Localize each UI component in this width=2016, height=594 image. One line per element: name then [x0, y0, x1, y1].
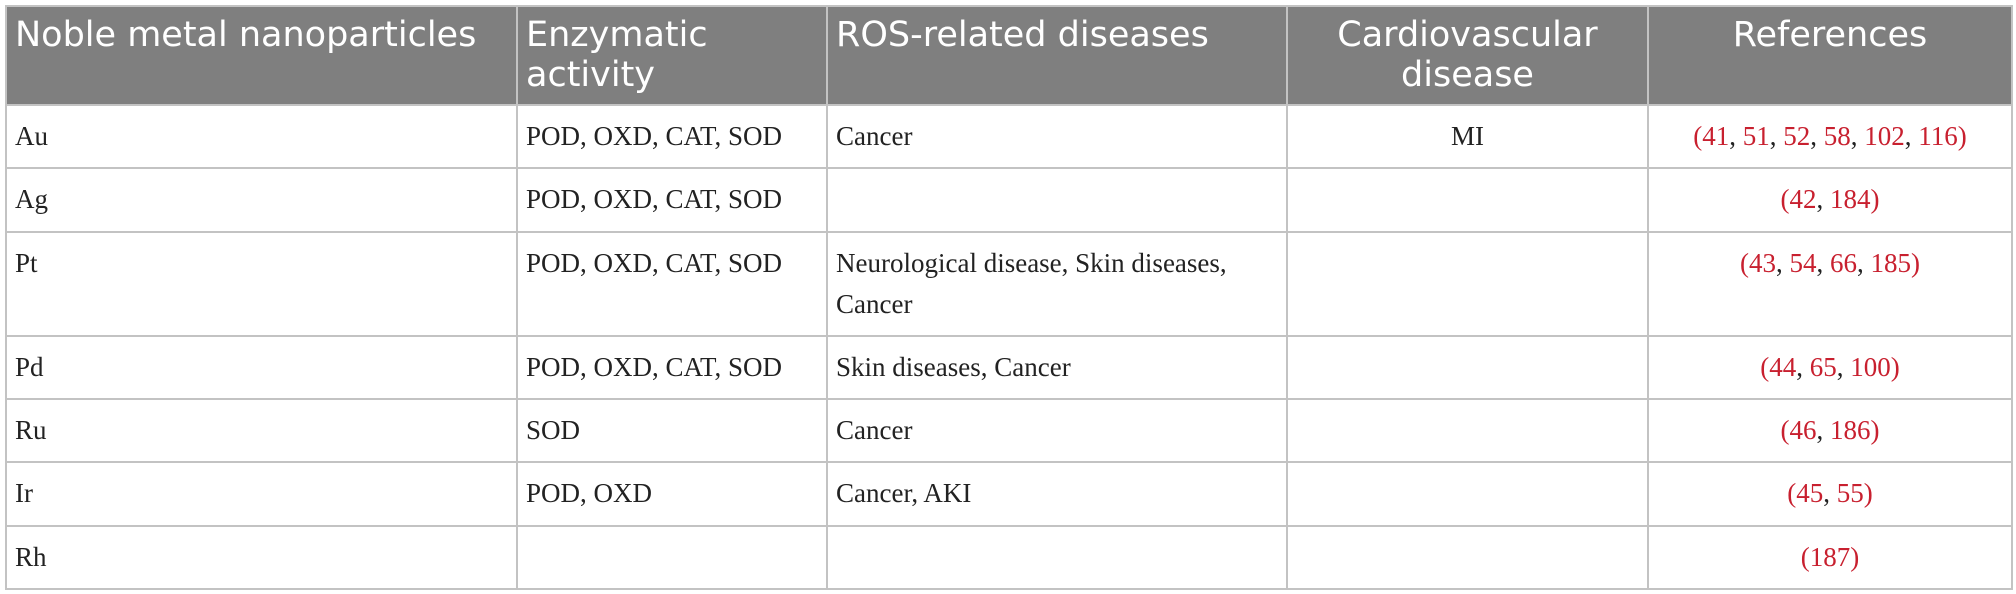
table-row: Pt POD, OXD, CAT, SOD Neurological disease… — [5, 230, 2013, 337]
reference-link[interactable]: 42 — [1789, 184, 1817, 215]
cell-ros-disease — [826, 167, 1288, 233]
cell-metal: Ir — [5, 461, 518, 527]
ref-close-paren: ) — [1870, 184, 1880, 215]
cell-ros-disease: Neurological disease, Skin diseases, Can… — [826, 230, 1288, 337]
reference-link[interactable]: 102 — [1864, 121, 1905, 151]
reference-link[interactable]: 52 — [1783, 121, 1811, 151]
cell-ros-disease: Cancer, AKI — [826, 461, 1288, 527]
cell-references: (46, 186) — [1647, 398, 2013, 464]
table-header: Noble metal nanoparticles Enzymatic acti… — [5, 5, 2013, 106]
cell-references: (42, 184) — [1647, 167, 2013, 233]
cell-activity: POD, OXD — [516, 461, 828, 527]
reference-link[interactable]: 184 — [1830, 184, 1871, 215]
reference-link[interactable]: 55 — [1836, 478, 1864, 509]
reference-link[interactable]: 46 — [1789, 415, 1817, 446]
header-row: Noble metal nanoparticles Enzymatic acti… — [5, 5, 2013, 106]
cell-activity: POD, OXD, CAT, SOD — [516, 167, 828, 233]
cell-metal: Au — [5, 103, 518, 170]
cell-cardiovascular — [1286, 398, 1649, 464]
cell-activity: POD, OXD, CAT, SOD — [516, 334, 828, 401]
cell-cardiovascular — [1286, 167, 1649, 233]
reference-link[interactable]: 100 — [1850, 351, 1891, 382]
reference-link[interactable]: 186 — [1830, 415, 1871, 446]
col-header-refs: References — [1647, 5, 2013, 106]
ref-close-paren: ) — [1911, 247, 1920, 278]
ref-open-paren: ( — [1780, 184, 1790, 215]
cell-cardiovascular — [1286, 230, 1649, 337]
ref-close-paren: ) — [1850, 541, 1860, 572]
table-row: Au POD, OXD, CAT, SOD Cancer MI (41, 51, 52,… — [5, 103, 2013, 170]
col-header-metal: Noble metal nanoparticles — [5, 5, 518, 106]
cell-activity: POD, OXD, CAT, SOD — [516, 230, 828, 337]
reference-link[interactable]: 44 — [1769, 351, 1797, 382]
ref-open-paren: ( — [1693, 121, 1703, 151]
table-row: Rh (187) — [5, 524, 2013, 591]
cell-metal: Pt — [5, 230, 518, 337]
reference-link[interactable]: 41 — [1702, 121, 1730, 151]
reference-link[interactable]: 66 — [1830, 247, 1857, 278]
table-row: Pd POD, OXD, CAT, SOD Skin diseases, Cance… — [5, 334, 2013, 401]
ref-open-paren: ( — [1787, 478, 1797, 509]
cell-ros-disease — [826, 524, 1288, 591]
reference-link[interactable]: 58 — [1823, 121, 1851, 151]
reference-link[interactable]: 116 — [1918, 121, 1958, 151]
cell-cardiovascular — [1286, 524, 1649, 591]
col-header-cardio: Cardiovascular disease — [1286, 5, 1649, 106]
table-row: Ru SOD Cancer (46, 186) — [5, 398, 2013, 464]
cell-activity — [516, 524, 828, 591]
table-row: Ag POD, OXD, CAT, SOD (42, 184) — [5, 167, 2013, 233]
reference-link[interactable]: 185 — [1870, 247, 1912, 278]
col-header-ros: ROS-related diseases — [826, 5, 1288, 106]
table-row: Ir POD, OXD Cancer, AKI (45, 55) — [5, 461, 2013, 527]
cell-references: (41, 51, 52, 58, 102, 116) — [1647, 103, 2013, 170]
table-body: Au POD, OXD, CAT, SOD Cancer MI (41, 51, 52,… — [5, 103, 2013, 591]
cell-cardiovascular — [1286, 461, 1649, 527]
ref-open-paren: ( — [1780, 415, 1790, 446]
cell-cardiovascular — [1286, 334, 1649, 401]
cell-ros-disease: Skin diseases, Cancer — [826, 334, 1288, 401]
cell-references: (187) — [1647, 524, 2013, 591]
ref-open-paren: ( — [1800, 541, 1810, 572]
reference-link[interactable]: 54 — [1789, 247, 1817, 278]
ref-open-paren: ( — [1740, 247, 1749, 278]
col-header-activity: Enzymatic activity — [516, 5, 828, 106]
cell-metal: Rh — [5, 524, 518, 591]
cell-cardiovascular: MI — [1286, 103, 1649, 170]
cell-metal: Ru — [5, 398, 518, 464]
reference-link[interactable]: 187 — [1809, 541, 1851, 572]
ref-close-paren: ) — [1957, 121, 1967, 151]
cell-ros-disease: Cancer — [826, 398, 1288, 464]
ref-close-paren: ) — [1863, 478, 1873, 509]
cell-references: (44, 65, 100) — [1647, 334, 2013, 401]
reference-link[interactable]: 51 — [1742, 121, 1770, 151]
reference-link[interactable]: 43 — [1749, 247, 1776, 278]
cell-metal: Pd — [5, 334, 518, 401]
cell-references: (43, 54, 66, 185) — [1647, 230, 2013, 337]
cell-ros-disease: Cancer — [826, 103, 1288, 170]
nanoparticle-table: Noble metal nanoparticles Enzymatic acti… — [5, 5, 2013, 591]
cell-references: (45, 55) — [1647, 461, 2013, 527]
cell-activity: SOD — [516, 398, 828, 464]
reference-link[interactable]: 65 — [1809, 351, 1837, 382]
ref-close-paren: ) — [1870, 415, 1880, 446]
ref-close-paren: ) — [1890, 351, 1900, 382]
cell-metal: Ag — [5, 167, 518, 233]
reference-link[interactable]: 45 — [1796, 478, 1824, 509]
cell-activity: POD, OXD, CAT, SOD — [516, 103, 828, 170]
ref-open-paren: ( — [1760, 351, 1770, 382]
